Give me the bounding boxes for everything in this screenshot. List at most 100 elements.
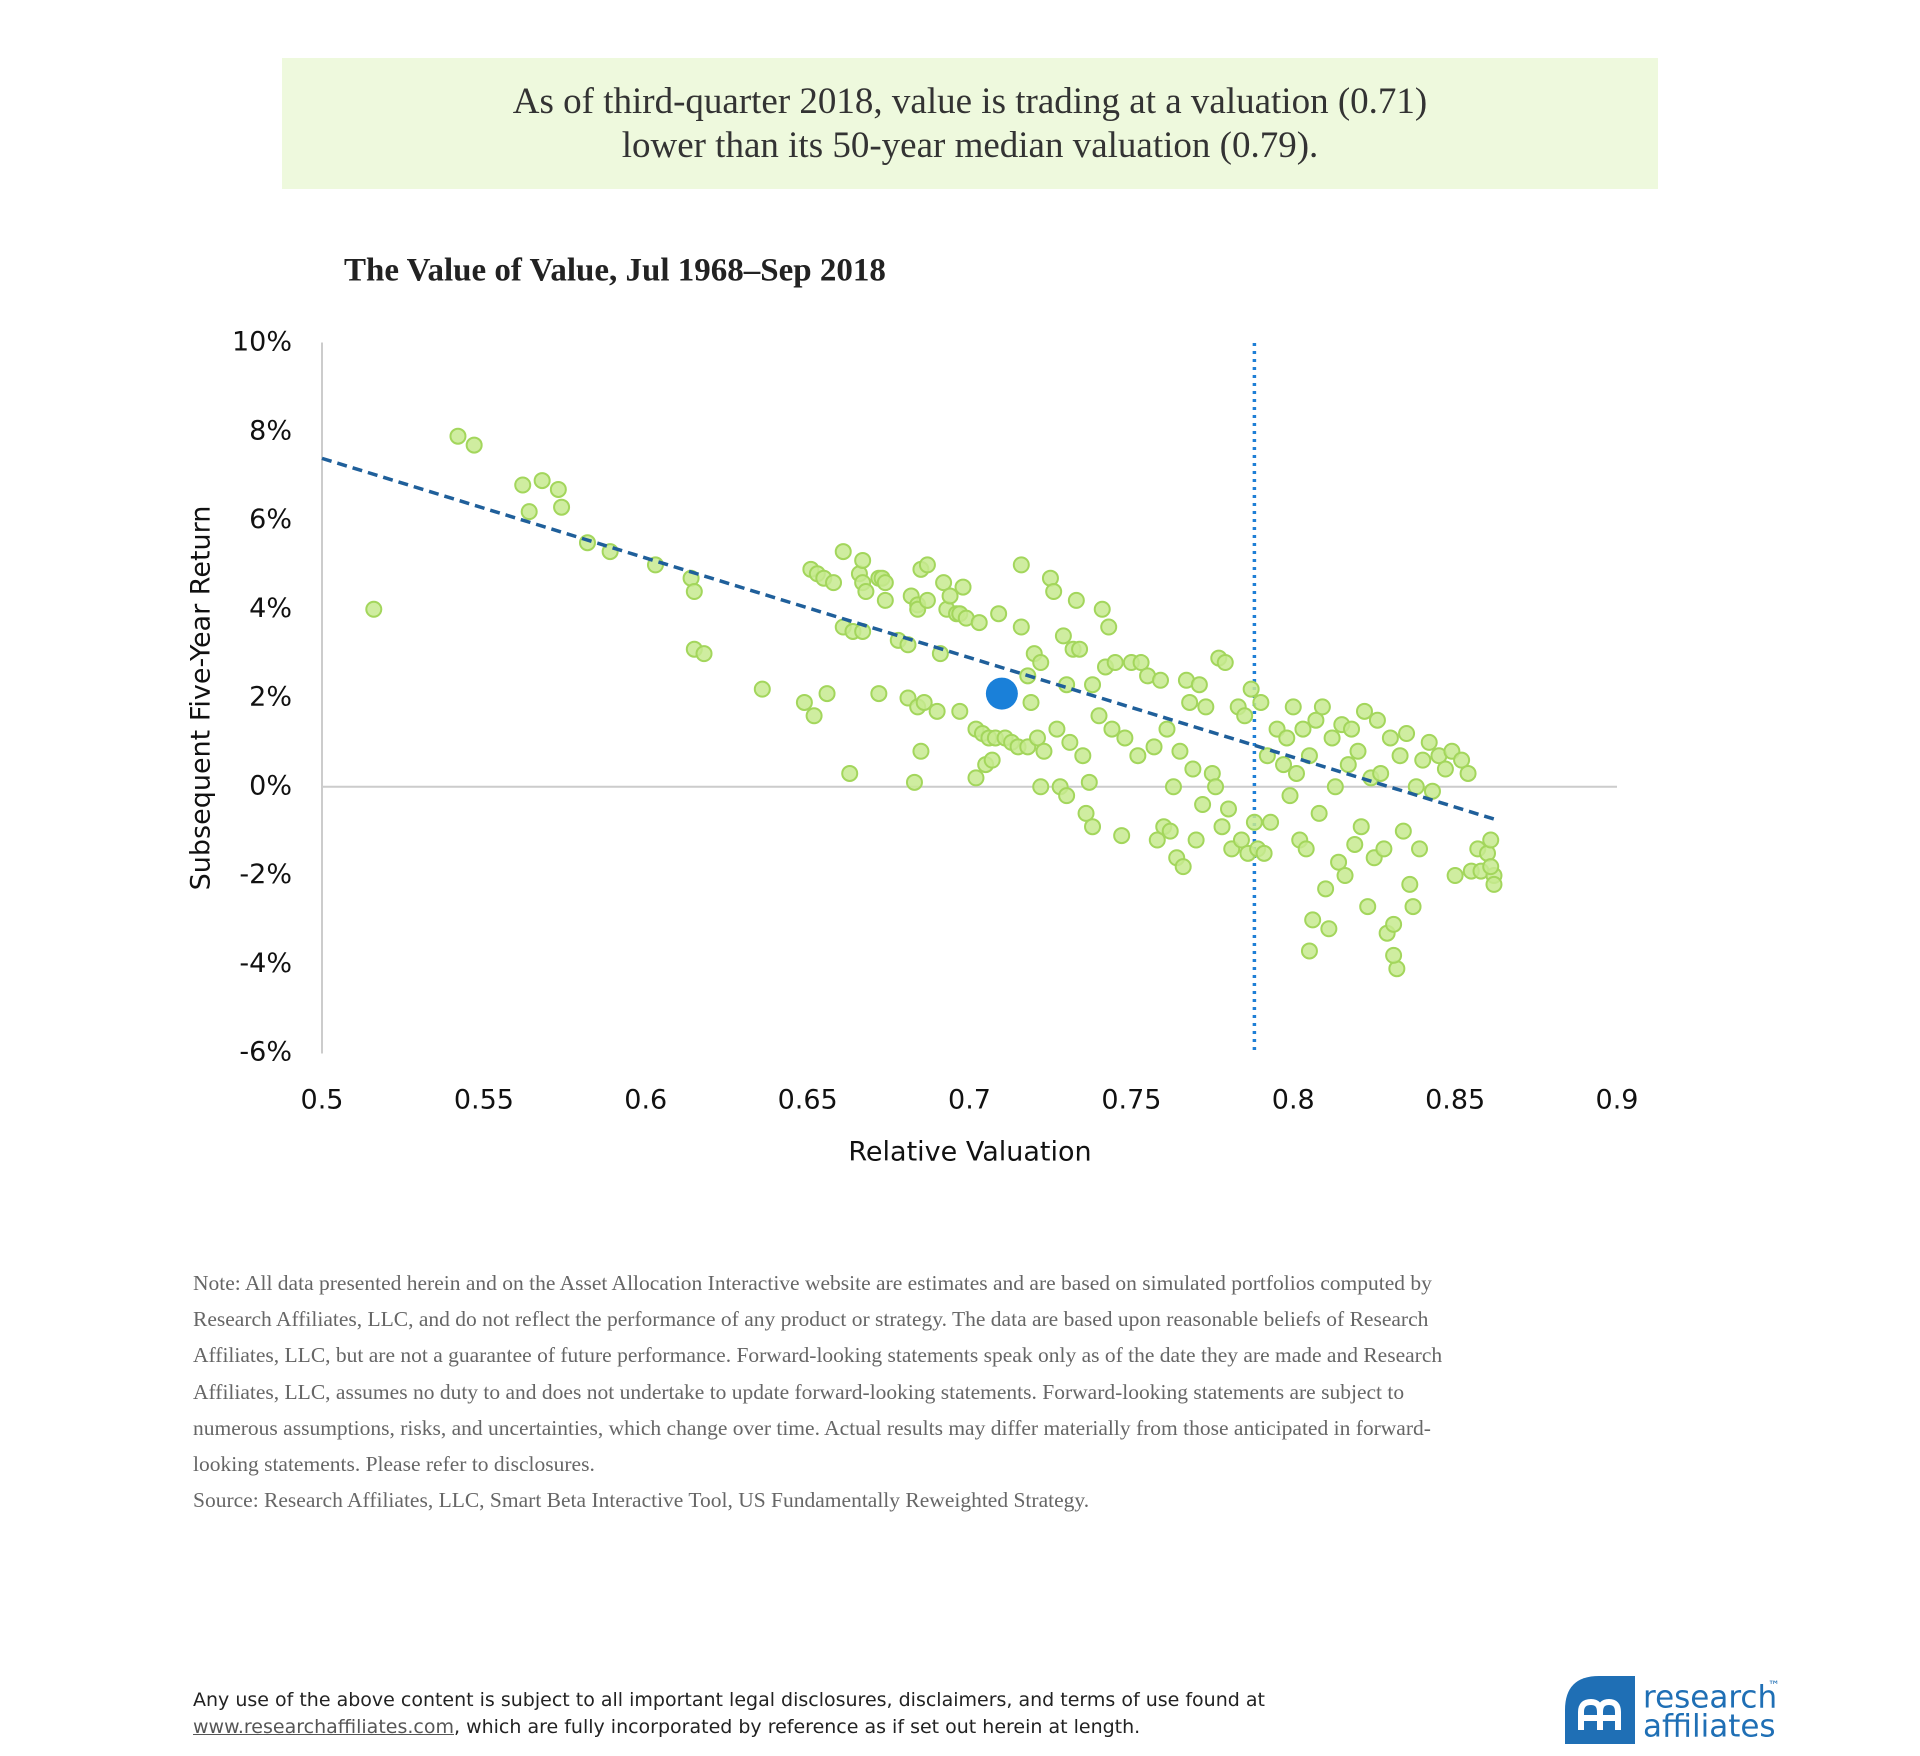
data-point	[695, 645, 713, 663]
x-tick-label: 0.9	[1596, 1085, 1639, 1116]
data-point	[1028, 729, 1046, 747]
data-point	[1346, 835, 1364, 853]
note-line: Research Affiliates, LLC, and do not ref…	[193, 1307, 1429, 1331]
data-point	[970, 614, 988, 632]
data-point	[1420, 733, 1438, 751]
data-point	[1262, 813, 1280, 831]
data-point	[1359, 898, 1377, 916]
data-point	[1190, 676, 1208, 694]
data-point	[1106, 654, 1124, 671]
y-tick-label: 8%	[249, 415, 292, 446]
data-point	[1084, 818, 1102, 836]
data-point	[1281, 787, 1299, 805]
data-point	[1054, 627, 1072, 645]
data-point	[857, 583, 875, 600]
data-point	[1297, 840, 1315, 858]
data-point	[1372, 764, 1390, 782]
data-point	[876, 591, 894, 609]
data-point	[1330, 853, 1348, 871]
y-tick-label: 0%	[249, 770, 292, 801]
data-point	[1012, 556, 1030, 574]
data-point	[983, 751, 1001, 769]
data-point	[1216, 654, 1234, 671]
current-point	[985, 677, 1018, 710]
data-point	[1197, 698, 1215, 716]
header-box: As of third-quarter 2018, value is tradi…	[282, 58, 1658, 189]
data-point	[1411, 840, 1429, 858]
data-point	[1181, 693, 1199, 711]
data-point	[1423, 782, 1441, 800]
data-point	[1220, 800, 1237, 818]
data-point	[1304, 911, 1322, 929]
data-point	[685, 583, 703, 600]
data-point	[1339, 756, 1357, 774]
data-point	[1368, 711, 1386, 729]
footer-link[interactable]: www.researchaffiliates.com	[193, 1716, 454, 1738]
header-line: As of third-quarter 2018, value is tradi…	[512, 81, 1428, 122]
data-point	[967, 769, 985, 787]
data-point	[1132, 654, 1150, 671]
x-tick-label: 0.7	[948, 1085, 991, 1116]
source: Source: Research Affiliates, LLC, Smart …	[193, 1488, 1090, 1512]
x-tick-label: 0.85	[1425, 1085, 1485, 1116]
data-point	[1404, 898, 1422, 916]
logo-word: affiliates	[1643, 1709, 1776, 1745]
data-point	[449, 427, 467, 445]
y-tick-label: -2%	[239, 859, 292, 890]
data-point	[1385, 915, 1403, 933]
data-point	[1255, 844, 1273, 862]
data-point	[1336, 867, 1354, 884]
data-point	[795, 693, 813, 711]
data-point	[1061, 733, 1079, 751]
data-point	[1207, 778, 1225, 796]
data-point	[1213, 818, 1231, 836]
data-point	[1446, 867, 1464, 884]
footer-line: www.researchaffiliates.com, which are fu…	[193, 1716, 1140, 1738]
footer-text: , which are fully incorporated by refere…	[453, 1716, 1141, 1738]
data-point	[1300, 942, 1318, 960]
data-point	[1349, 742, 1367, 760]
data-point	[1035, 742, 1053, 760]
data-point	[1401, 875, 1419, 893]
data-point	[549, 480, 567, 498]
data-point	[1294, 720, 1312, 738]
data-point	[1232, 831, 1250, 849]
data-point	[1171, 742, 1189, 760]
data-point	[912, 742, 930, 760]
data-point	[1074, 747, 1092, 765]
data-point	[990, 605, 1008, 623]
data-point	[1381, 729, 1399, 747]
data-point	[1148, 831, 1166, 849]
data-point	[1032, 654, 1050, 671]
note-line: Affiliates, LLC, but are not a guarantee…	[193, 1343, 1443, 1367]
data-point	[954, 578, 972, 596]
logo-icon	[1565, 1676, 1635, 1744]
y-axis-title: Subsequent Five-Year Return	[186, 506, 217, 891]
note-line: Note: All data presented herein and on t…	[193, 1271, 1432, 1295]
data-point	[918, 556, 936, 574]
data-point	[1045, 583, 1063, 600]
data-point	[1012, 618, 1030, 636]
data-point	[1164, 778, 1182, 796]
data-point	[1022, 693, 1040, 711]
data-point	[915, 693, 933, 711]
data-point	[365, 600, 383, 618]
x-tick-label: 0.75	[1101, 1085, 1161, 1116]
data-point	[825, 574, 843, 592]
data-point	[1145, 738, 1163, 756]
data-point	[1184, 760, 1202, 778]
data-point	[1323, 729, 1341, 747]
x-tick-label: 0.8	[1272, 1085, 1315, 1116]
data-point	[1385, 946, 1403, 964]
data-point	[805, 707, 823, 725]
y-tick-label: 10%	[232, 327, 292, 358]
data-point	[1158, 720, 1176, 738]
data-point	[1245, 813, 1263, 831]
header-line: lower than its 50-year median valuation …	[621, 125, 1319, 166]
data-point	[1482, 831, 1500, 849]
data-point	[1352, 818, 1370, 836]
data-point	[1093, 600, 1111, 618]
data-point	[1343, 720, 1361, 738]
data-point	[1194, 796, 1212, 813]
y-tick-label: 6%	[249, 504, 292, 535]
